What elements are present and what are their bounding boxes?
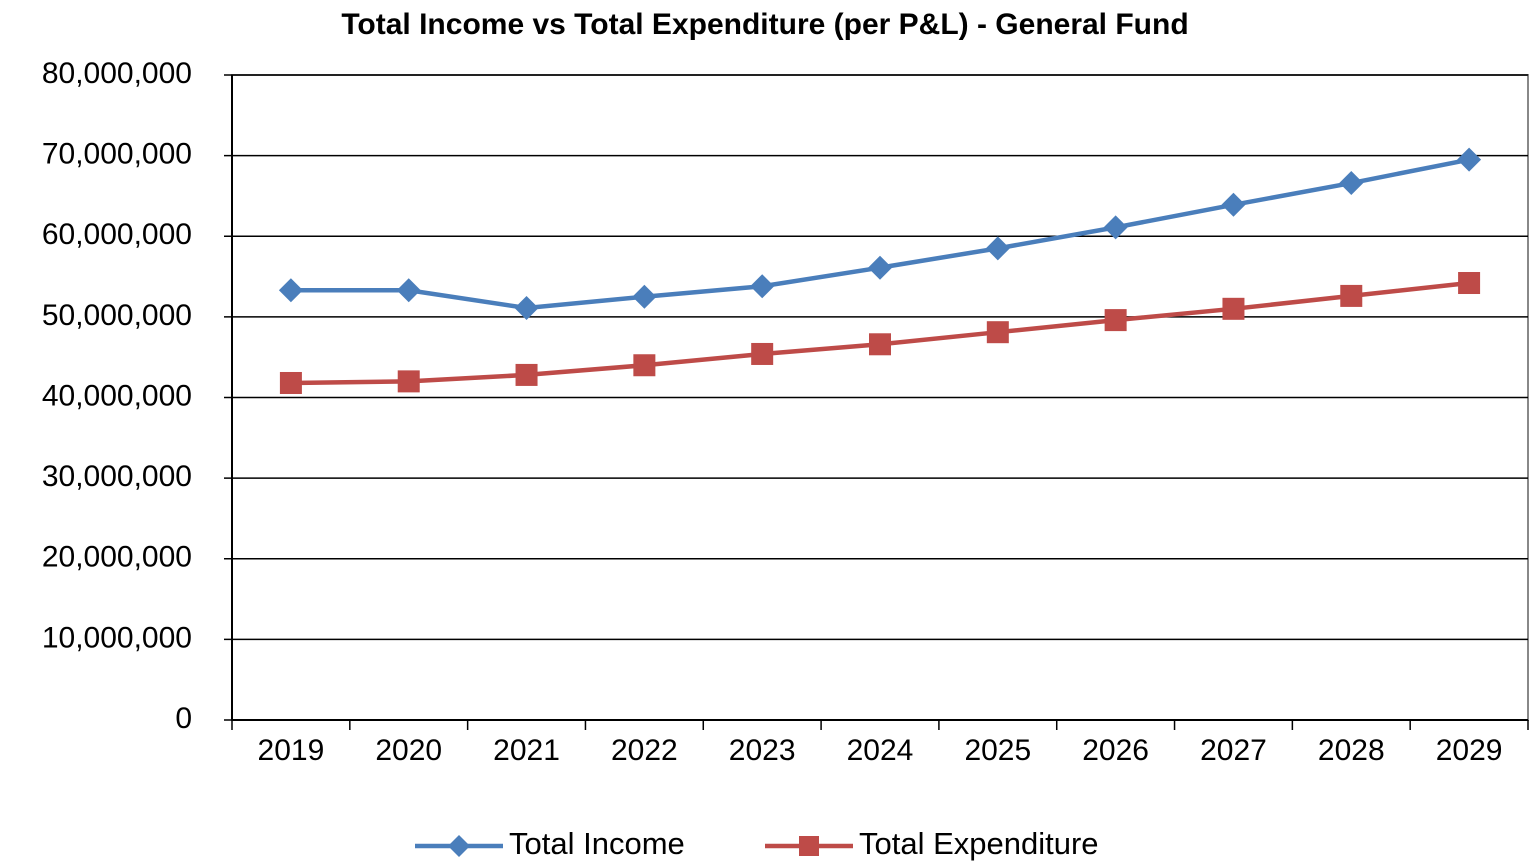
marker (1104, 309, 1127, 332)
x-tick-label: 2021 (493, 734, 560, 767)
marker (633, 354, 656, 377)
legend-label: Total Expenditure (859, 826, 1099, 861)
chart-title: Total Income vs Total Expenditure (per P… (341, 8, 1188, 41)
marker (632, 284, 657, 309)
x-tick-label: 2027 (1200, 734, 1267, 767)
marker (1340, 284, 1363, 307)
marker (514, 296, 539, 321)
x-tick-label: 2026 (1082, 734, 1149, 767)
x-tick-label: 2019 (258, 734, 325, 767)
y-tick-label: 60,000,000 (42, 218, 192, 251)
x-tick-label: 2023 (729, 734, 796, 767)
series-line (290, 157, 1470, 311)
legend-label: Total Income (509, 826, 685, 861)
y-tick-label: 0 (175, 702, 192, 735)
marker (1221, 192, 1246, 217)
y-tick-label: 70,000,000 (42, 138, 192, 171)
marker (1458, 272, 1481, 295)
marker (1339, 171, 1364, 196)
x-tick-label: 2020 (375, 734, 442, 767)
marker (397, 370, 420, 393)
y-tick-label: 10,000,000 (42, 621, 192, 654)
marker (396, 278, 421, 303)
marker (279, 371, 302, 394)
x-tick-label: 2028 (1318, 734, 1385, 767)
marker (448, 835, 470, 857)
marker (986, 321, 1009, 344)
x-tick-label: 2029 (1436, 734, 1503, 767)
marker (868, 255, 892, 280)
x-tick-label: 2022 (611, 734, 678, 767)
marker (750, 274, 775, 299)
marker (515, 363, 538, 386)
marker (1103, 215, 1128, 240)
y-tick-label: 20,000,000 (42, 541, 192, 574)
marker (869, 333, 891, 356)
x-tick-label: 2025 (964, 734, 1031, 767)
y-tick-label: 50,000,000 (42, 299, 192, 332)
marker (985, 236, 1010, 261)
y-tick-label: 80,000,000 (42, 57, 192, 90)
y-tick-label: 30,000,000 (42, 460, 192, 493)
y-tick-label: 40,000,000 (42, 379, 192, 412)
x-tick-label: 2024 (847, 734, 914, 767)
marker (751, 342, 774, 365)
marker (278, 278, 303, 303)
marker (799, 836, 819, 856)
marker (1457, 147, 1482, 172)
marker (1222, 297, 1245, 320)
